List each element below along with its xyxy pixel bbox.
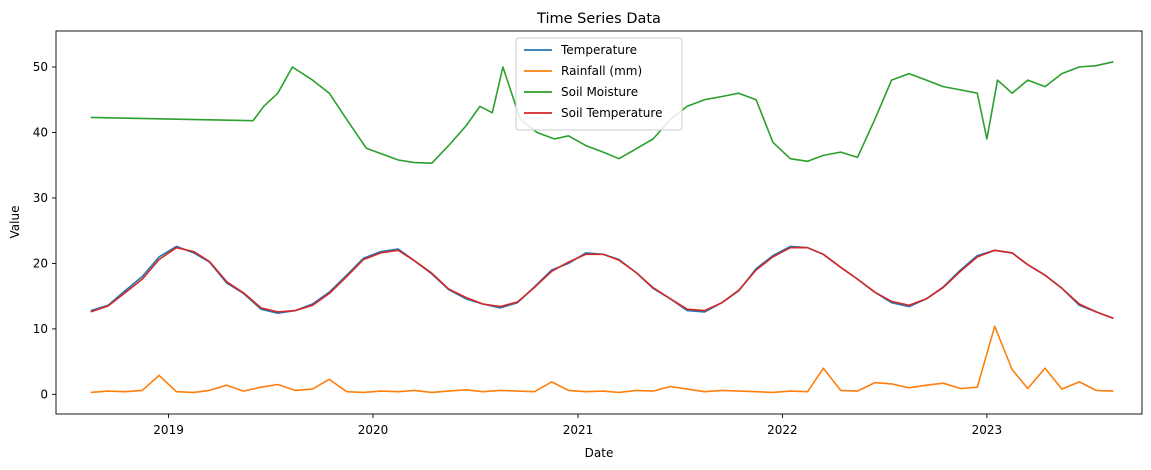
legend-label: Rainfall (mm) — [561, 64, 642, 78]
series-line-soil-temperature — [90, 246, 1114, 320]
y-tick-label: 0 — [40, 387, 48, 401]
x-axis-label: Date — [585, 446, 614, 460]
legend: Temperature Rainfall (mm) Soil Moisture Soi… — [515, 37, 683, 131]
y-tick-label: 50 — [33, 60, 48, 74]
y-tick-label: 40 — [33, 125, 48, 139]
series-line-temperature — [90, 245, 1114, 320]
y-tick-label: 10 — [33, 322, 48, 336]
legend-label: Temperature — [560, 43, 637, 57]
legend-box — [515, 37, 683, 131]
y-tick-label: 30 — [33, 191, 48, 205]
series-line-rainfall-mm — [90, 325, 1114, 394]
plot-frame — [55, 30, 1143, 415]
x-tick-label: 2022 — [767, 423, 798, 437]
legend-label: Soil Temperature — [561, 106, 662, 120]
x-tick-label: 2023 — [972, 423, 1003, 437]
x-tick-label: 2021 — [563, 423, 594, 437]
x-tick-label: 2020 — [358, 423, 389, 437]
x-tick-label: 2019 — [153, 423, 184, 437]
y-tick-label: 20 — [33, 256, 48, 270]
x-axis: 2019 2020 2021 2022 2023 — [153, 414, 1002, 437]
y-axis: 0 10 20 30 40 50 — [33, 60, 56, 401]
chart-title: Time Series Data — [536, 11, 661, 27]
y-axis-label: Value — [8, 206, 22, 239]
legend-label: Soil Moisture — [561, 85, 638, 99]
